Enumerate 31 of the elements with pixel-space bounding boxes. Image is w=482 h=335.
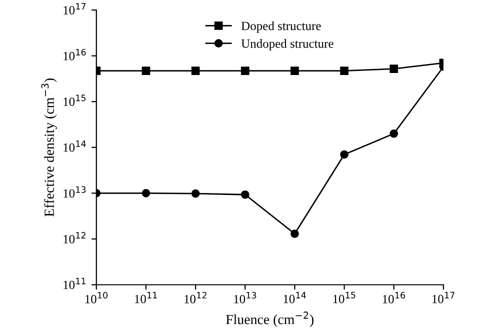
- point: [290, 66, 299, 76]
- x-axis-title: Fluence (cm$^{−2}$): [226, 312, 314, 328]
- y-tick-label: 10$^{16}$: [64, 48, 86, 60]
- point: [191, 189, 200, 198]
- y-tick-label: 10$^{12}$: [64, 232, 86, 244]
- point: [240, 190, 250, 199]
- x-tick-label: 10$^{15}$: [333, 292, 356, 304]
- x-tick-label: 10$^{14}$: [284, 292, 306, 304]
- point: [142, 189, 150, 198]
- point: [142, 66, 150, 76]
- y-tick-label: 10$^{14}$: [64, 140, 86, 152]
- point: [340, 150, 348, 159]
- point: [390, 129, 398, 138]
- x-tick-label: 10$^{13}$: [234, 292, 256, 304]
- y-tick-label: 10$^{17}$: [64, 3, 86, 14]
- y-tick-label: 10$^{13}$: [64, 186, 86, 198]
- x-tick-label: 10$^{11}$: [135, 292, 157, 304]
- x-tick-label: 10$^{12}$: [184, 292, 206, 304]
- x-tick-label: 10$^{17}$: [432, 292, 454, 304]
- point: [340, 66, 348, 76]
- point: [290, 230, 299, 238]
- x-tick-label: 10$^{10}$: [85, 292, 108, 304]
- point: [191, 66, 200, 76]
- x-tick-label: 10$^{16}$: [382, 292, 406, 304]
- legend-label: Doped structure: [241, 21, 321, 33]
- y-axis-title: Effective density (cm$^{−3}$): [41, 78, 57, 217]
- point: [390, 64, 398, 74]
- y-tick-label: 10$^{15}$: [64, 94, 86, 106]
- legend-label: Undoped structure: [241, 39, 334, 50]
- point: [240, 66, 250, 76]
- y-tick-label: 10$^{11}$: [64, 278, 86, 290]
